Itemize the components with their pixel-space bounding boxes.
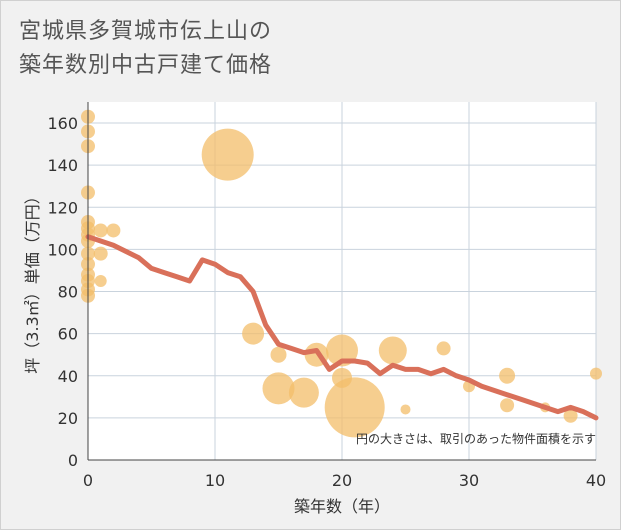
y-tick-label: 140	[47, 156, 78, 175]
bubble-point	[499, 367, 516, 384]
bubble-point	[106, 223, 121, 238]
y-tick-labels: 0 20 40 60 80 100 120 140 160	[47, 114, 78, 470]
chart-title: 宮城県多賀城市伝上山の 築年数別中古戸建て価格	[19, 19, 273, 78]
bubble-point	[94, 275, 107, 287]
x-tick-label: 10	[205, 471, 225, 490]
y-tick-label: 60	[58, 325, 78, 344]
bubble-point	[563, 408, 578, 423]
bubble-point	[262, 372, 295, 405]
x-axis-label: 築年数（年）	[294, 497, 390, 516]
bubble-point	[288, 377, 319, 408]
bubble-point	[93, 223, 108, 238]
bubble-point	[242, 322, 265, 345]
bubble-point	[324, 377, 385, 438]
bubble-point	[400, 404, 411, 415]
x-tick-label: 20	[332, 471, 352, 490]
bubble-point	[436, 341, 451, 356]
bubble-point	[93, 246, 108, 261]
y-tick-label: 20	[58, 409, 78, 428]
y-tick-label: 120	[47, 198, 78, 217]
bubble-point	[201, 128, 254, 181]
bubble-point	[500, 398, 515, 413]
bubble-point	[378, 336, 407, 365]
x-tick-label: 40	[586, 471, 606, 490]
y-tick-label: 160	[47, 114, 78, 133]
size-note: 円の大きさは、取引のあった物件面積を示す	[356, 431, 596, 446]
y-tick-label: 100	[47, 240, 78, 259]
trend-line	[85, 234, 599, 421]
bubble-point	[590, 367, 602, 380]
x-tick-label: 30	[459, 471, 479, 490]
bubble-point	[270, 346, 287, 363]
bubble-point	[326, 334, 358, 367]
x-tick-labels: 0 10 20 30 40	[83, 471, 606, 490]
x-tick-label: 0	[83, 471, 93, 490]
y-axis-label: 坪（3.3㎡）単価（万円）	[23, 188, 42, 373]
y-tick-label: 80	[58, 283, 78, 302]
y-tick-label: 0	[68, 451, 78, 470]
y-tick-label: 40	[58, 367, 78, 386]
